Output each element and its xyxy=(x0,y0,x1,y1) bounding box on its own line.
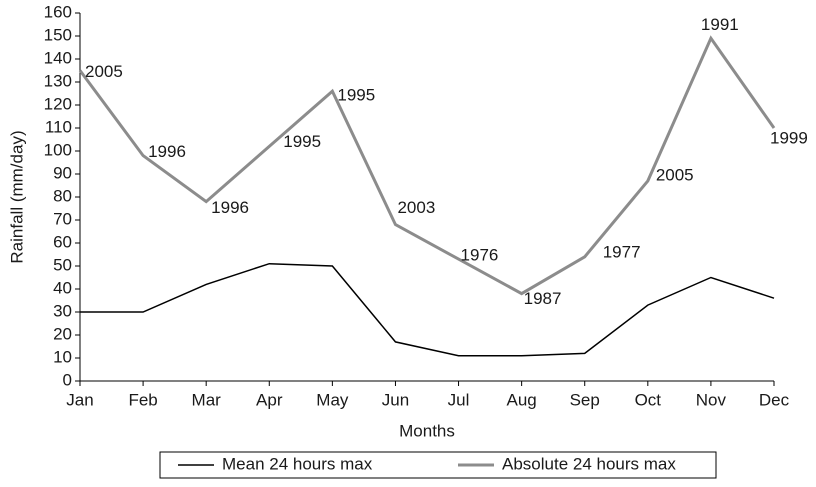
y-tick-label: 40 xyxy=(53,278,72,297)
point-label: 1976 xyxy=(461,246,499,265)
x-tick-label: Sep xyxy=(570,390,600,409)
point-label: 1991 xyxy=(701,15,739,34)
y-tick-label: 0 xyxy=(63,370,72,389)
x-tick-label: May xyxy=(316,390,349,409)
legend-box xyxy=(159,451,717,479)
y-tick-label: 130 xyxy=(44,71,72,90)
y-tick-label: 50 xyxy=(53,255,72,274)
x-tick-label: Mar xyxy=(192,390,222,409)
x-tick-label: Jul xyxy=(448,390,470,409)
x-tick-label: Nov xyxy=(696,390,727,409)
y-tick-label: 60 xyxy=(53,232,72,251)
series-line xyxy=(80,262,775,357)
x-tick-label: Dec xyxy=(759,390,790,409)
x-tick-label: Jan xyxy=(66,390,93,409)
y-tick-label: 10 xyxy=(53,347,72,366)
legend-label: Absolute 24 hours max xyxy=(502,454,676,473)
y-tick-label: 150 xyxy=(44,25,72,44)
legend-label: Mean 24 hours max xyxy=(222,454,373,473)
series-line xyxy=(78,35,776,296)
point-label: 1977 xyxy=(603,242,641,261)
point-label: 1995 xyxy=(337,86,375,105)
y-tick-label: 80 xyxy=(53,186,72,205)
x-tick-label: Jun xyxy=(382,390,409,409)
point-label: 2005 xyxy=(656,165,694,184)
point-label: 1999 xyxy=(770,128,808,147)
y-tick-label: 100 xyxy=(44,140,72,159)
y-tick-label: 90 xyxy=(53,163,72,182)
x-tick-label: Oct xyxy=(635,390,662,409)
x-axis-title: Months xyxy=(399,421,455,440)
point-label: 1987 xyxy=(524,289,562,308)
point-label: 1996 xyxy=(211,198,249,217)
y-tick-label: 160 xyxy=(44,2,72,21)
point-label: 1996 xyxy=(148,142,186,161)
y-tick-label: 70 xyxy=(53,209,72,228)
x-tick-label: Aug xyxy=(507,390,537,409)
x-tick-label: Feb xyxy=(128,390,157,409)
y-tick-label: 30 xyxy=(53,301,72,320)
point-label: 2005 xyxy=(85,62,123,81)
y-tick-label: 110 xyxy=(45,117,72,136)
y-tick-label: 120 xyxy=(44,94,72,113)
x-tick-label: Apr xyxy=(256,390,283,409)
y-tick-label: 140 xyxy=(44,48,72,67)
point-label: 1995 xyxy=(283,132,321,151)
y-tick-label: 20 xyxy=(53,324,72,343)
y-axis-title: Rainfall (mm/day) xyxy=(7,130,26,263)
point-label: 2003 xyxy=(397,198,435,217)
